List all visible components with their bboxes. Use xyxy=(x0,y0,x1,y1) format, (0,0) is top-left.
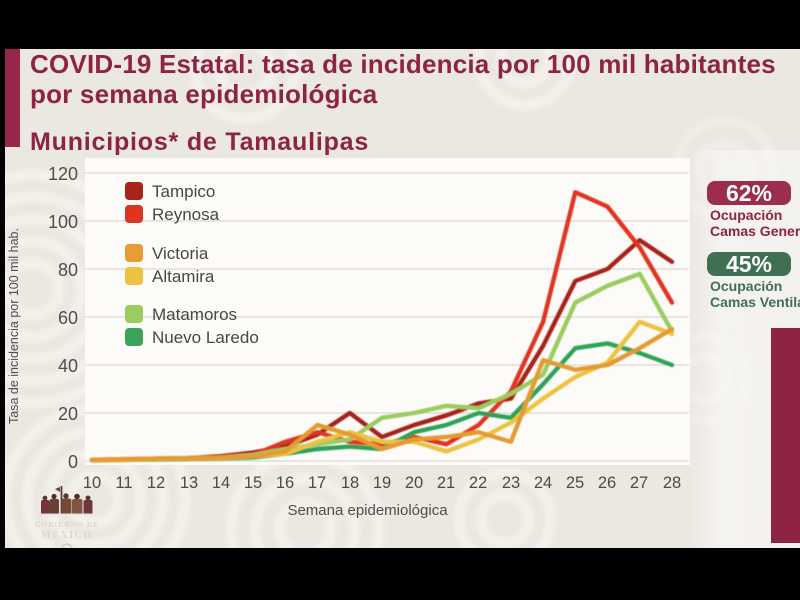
svg-text:GOBIERNO DE: GOBIERNO DE xyxy=(35,520,100,529)
svg-text:MÉXICO: MÉXICO xyxy=(41,529,92,541)
